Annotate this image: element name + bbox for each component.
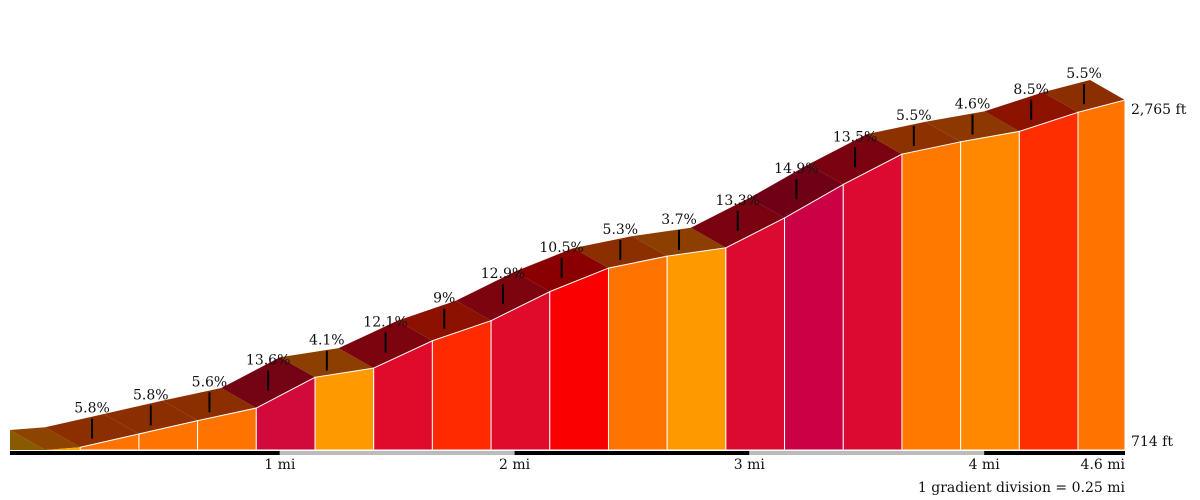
x-axis: 1 mi 2 mi 3 mi 4 mi 4.6 mi xyxy=(10,451,1126,473)
grade-label: 5.6% xyxy=(192,374,228,390)
start-cap xyxy=(10,430,45,450)
grade-label: 14.9% xyxy=(774,161,818,177)
grade-label: 4.1% xyxy=(309,333,345,349)
segment-front-face xyxy=(842,153,903,451)
axis-lead xyxy=(10,451,45,455)
grade-ticks xyxy=(91,84,1086,439)
grade-label: 5.5% xyxy=(1066,66,1102,82)
segment-front-face xyxy=(666,247,727,451)
grade-label: 5.3% xyxy=(603,222,639,238)
segment-front-face xyxy=(725,217,786,451)
grade-label: 5.5% xyxy=(896,108,932,124)
segment-front-face xyxy=(784,183,844,451)
y-max-label: 2,765 ft xyxy=(1131,102,1187,118)
grade-label: 4.6% xyxy=(955,97,991,113)
y-min-label: 714 ft xyxy=(1131,434,1173,450)
grade-label: 13.5% xyxy=(833,129,877,145)
front-faces xyxy=(45,99,1126,451)
gradient-division-note: 1 gradient division = 0.25 mi xyxy=(918,480,1126,496)
grade-labels: 5.8% 5.8% 5.6% 13.6% 4.1% 12.1% 9% 12.9% 10.5% 5.… xyxy=(74,66,1102,416)
grade-label: 3.7% xyxy=(661,212,697,228)
grade-label: 12.1% xyxy=(363,314,407,330)
axis-band xyxy=(749,451,985,455)
grade-label: 9% xyxy=(433,291,455,307)
segment-front-face xyxy=(45,447,81,450)
segment-front-face xyxy=(1077,99,1126,451)
segment-front-face xyxy=(314,367,375,451)
segment-top-face xyxy=(10,427,81,450)
segment-front-face xyxy=(607,255,668,451)
segment-front-face xyxy=(549,267,609,451)
x-tick-label: 4 mi xyxy=(969,457,1001,473)
x-tick-label: 1 mi xyxy=(264,457,296,473)
x-tick-label: 3 mi xyxy=(734,457,766,473)
grade-label: 5.8% xyxy=(74,401,110,417)
segment-front-face xyxy=(960,130,1020,451)
axis-band xyxy=(514,451,750,455)
grade-label: 12.9% xyxy=(481,266,525,282)
segment-front-face xyxy=(1018,111,1079,451)
axis-band xyxy=(45,451,280,455)
grade-label: 13.3% xyxy=(715,193,759,209)
segment-front-face xyxy=(901,141,962,451)
top-faces xyxy=(10,80,1125,450)
x-tick-label: 4.6 mi xyxy=(1081,457,1126,473)
grade-label: 5.8% xyxy=(133,387,169,403)
grade-label: 8.5% xyxy=(1013,82,1049,98)
segment-front-face xyxy=(431,319,492,451)
axis-band xyxy=(279,451,515,455)
axis-band xyxy=(984,451,1125,455)
grade-label: 10.5% xyxy=(539,240,583,256)
x-tick-label: 2 mi xyxy=(499,457,531,473)
grade-label: 13.6% xyxy=(246,353,290,369)
